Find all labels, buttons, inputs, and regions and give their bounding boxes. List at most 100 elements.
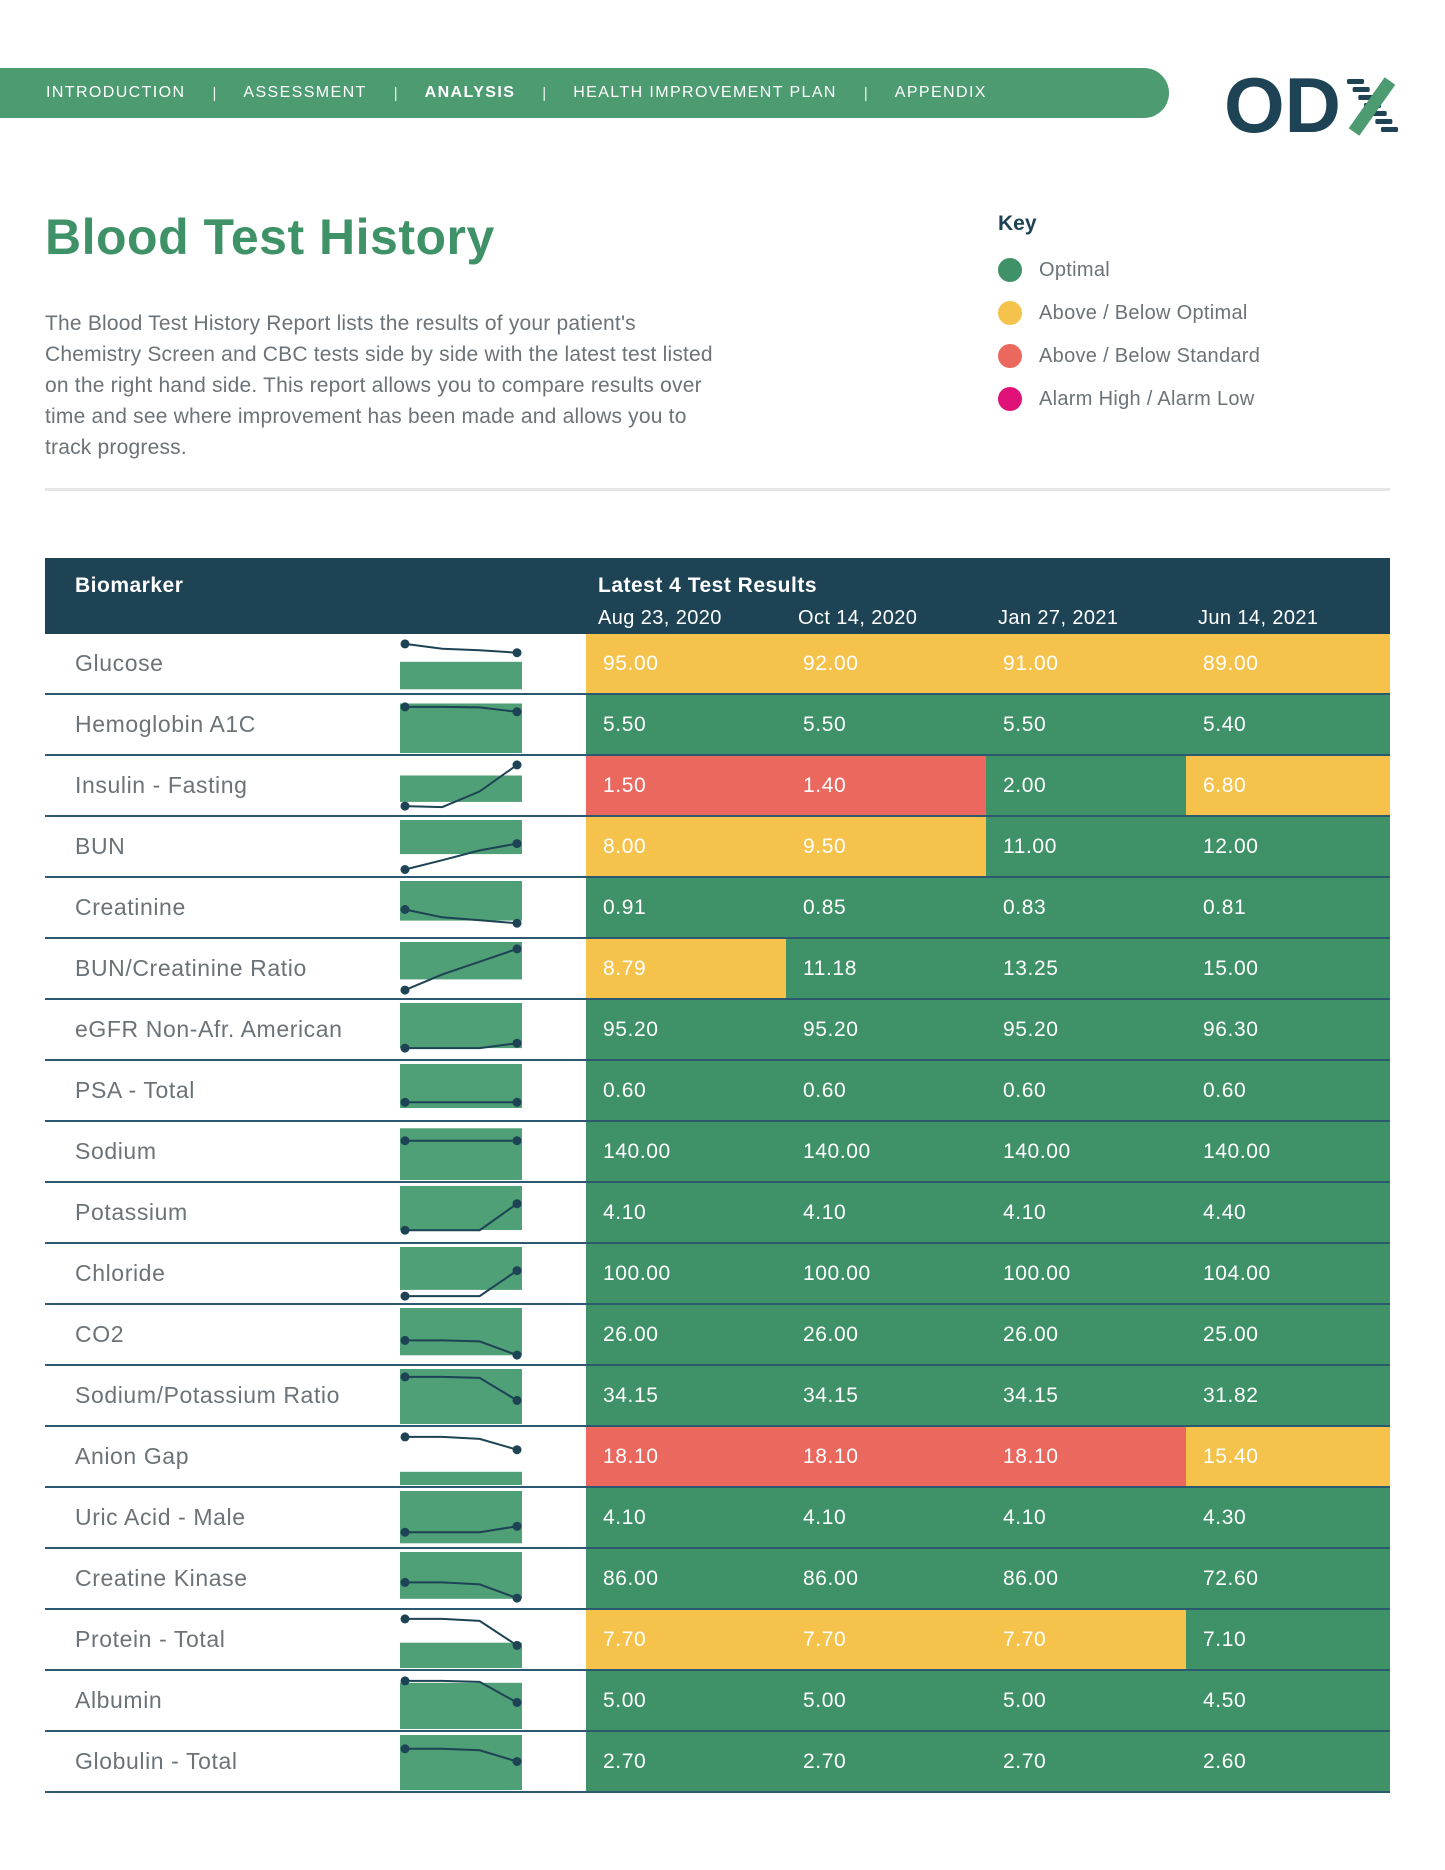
- result-cell: 7.70: [786, 1610, 986, 1669]
- trend-sparkline: [400, 1064, 522, 1108]
- legend: Key Optimal Above / Below Optimal Above / …: [998, 212, 1260, 430]
- result-cell: 5.00: [986, 1671, 1186, 1730]
- biomarker-name: Sodium/Potassium Ratio: [75, 1382, 341, 1408]
- trend-sparkline: [400, 702, 522, 753]
- result-cell: 72.60: [1186, 1549, 1390, 1608]
- top-nav: INTRODUCTION | ASSESSMENT | ANALYSIS | HEALTH …: [0, 68, 1169, 118]
- result-cell: 0.60: [786, 1061, 986, 1120]
- biomarker-name: eGFR Non-Afr. American: [75, 1016, 343, 1042]
- table-row: Creatine Kinase 86.00 86.00 86.00 72.60: [45, 1549, 1390, 1610]
- result-cell: 26.00: [786, 1305, 986, 1364]
- biomarker-name: Creatine Kinase: [75, 1565, 248, 1591]
- column-header-date: Jun 14, 2021: [1198, 607, 1319, 629]
- nav-separator: |: [542, 84, 547, 102]
- result-cell: 2.60: [1186, 1732, 1390, 1791]
- biomarker-name: Globulin - Total: [75, 1748, 238, 1774]
- trend-sparkline: [400, 1676, 522, 1729]
- table-row: Uric Acid - Male 4.10 4.10 4.10 4.30: [45, 1488, 1390, 1549]
- nav-separator: |: [212, 84, 217, 102]
- result-cell: 8.00: [586, 817, 786, 876]
- result-cell: 9.50: [786, 817, 986, 876]
- column-header-date: Aug 23, 2020: [598, 607, 722, 629]
- result-cell: 4.10: [986, 1488, 1186, 1547]
- biomarker-name: Albumin: [75, 1687, 163, 1713]
- result-cell: 7.70: [586, 1610, 786, 1669]
- result-cell: 26.00: [586, 1305, 786, 1364]
- biomarker-name: Hemoglobin A1C: [75, 711, 257, 737]
- result-cell: 91.00: [986, 634, 1186, 693]
- table-body: Glucose 95.00 92.00 91.00 89.00 Hemoglobin …: [45, 634, 1390, 1793]
- result-cell: 15.40: [1186, 1427, 1390, 1486]
- nav-separator: |: [863, 84, 868, 102]
- result-cell: 11.18: [786, 939, 986, 998]
- legend-label: Above / Below Standard: [1039, 344, 1261, 367]
- result-cell: 100.00: [586, 1244, 786, 1303]
- result-cell: 26.00: [986, 1305, 1186, 1364]
- result-cell: 140.00: [586, 1122, 786, 1181]
- trend-sparkline: [400, 820, 522, 874]
- biomarker-name: Creatinine: [75, 894, 186, 920]
- result-cell: 18.10: [586, 1427, 786, 1486]
- result-cell: 4.10: [586, 1488, 786, 1547]
- result-cell: 0.91: [586, 878, 786, 937]
- legend-item-above_below_standard: Above / Below Standard: [998, 344, 1260, 368]
- nav-item-analysis[interactable]: ANALYSIS: [424, 84, 516, 101]
- result-cell: 95.20: [786, 1000, 986, 1059]
- result-cell: 100.00: [986, 1244, 1186, 1303]
- legend-label: Optimal: [1039, 258, 1111, 281]
- result-cell: 2.70: [586, 1732, 786, 1791]
- table-row: Chloride 100.00 100.00 100.00 104.00: [45, 1244, 1390, 1305]
- legend-items: Optimal Above / Below Optimal Above / Belo…: [998, 258, 1260, 411]
- nav-item-health-improvement-plan[interactable]: HEALTH IMPROVEMENT PLAN: [573, 84, 837, 101]
- result-cell: 4.10: [786, 1183, 986, 1242]
- result-cell: 15.00: [1186, 939, 1390, 998]
- result-cell: 104.00: [1186, 1244, 1390, 1303]
- trend-sparkline: [400, 1128, 522, 1180]
- trend-sparkline: [400, 942, 522, 995]
- table-row: Sodium/Potassium Ratio 34.15 34.15 34.15 31…: [45, 1366, 1390, 1427]
- result-cell: 2.00: [986, 756, 1186, 815]
- result-cell: 4.10: [986, 1183, 1186, 1242]
- table-row: Potassium 4.10 4.10 4.10 4.40: [45, 1183, 1390, 1244]
- table-row: Insulin - Fasting 1.50 1.40 2.00 6.80: [45, 756, 1390, 817]
- trend-sparkline: [400, 1247, 522, 1301]
- result-cell: 18.10: [786, 1427, 986, 1486]
- result-cell: 0.85: [786, 878, 986, 937]
- result-cell: 0.60: [586, 1061, 786, 1120]
- legend-label: Alarm High / Alarm Low: [1039, 387, 1255, 410]
- above_below_standard-dot-icon: [998, 344, 1022, 368]
- result-cell: 13.25: [986, 939, 1186, 998]
- page-description: The Blood Test History Report lists the …: [45, 312, 713, 459]
- result-cell: 6.80: [1186, 756, 1390, 815]
- legend-item-alarm: Alarm High / Alarm Low: [998, 387, 1260, 411]
- nav-item-assessment[interactable]: ASSESSMENT: [243, 84, 367, 101]
- biomarker-name: Sodium: [75, 1138, 157, 1164]
- column-header-results: Latest 4 Test Results: [598, 574, 818, 597]
- trend-sparkline: [400, 1369, 522, 1424]
- result-cell: 96.30: [1186, 1000, 1390, 1059]
- legend-label: Above / Below Optimal: [1039, 301, 1248, 324]
- result-cell: 140.00: [786, 1122, 986, 1181]
- trend-sparkline: [400, 1614, 522, 1668]
- biomarker-name: Potassium: [75, 1199, 188, 1225]
- biomarker-name: PSA - Total: [75, 1077, 195, 1103]
- logo-text-od: OD: [1224, 61, 1341, 149]
- nav-item-appendix[interactable]: APPENDIX: [894, 84, 987, 101]
- result-cell: 4.10: [586, 1183, 786, 1242]
- legend-title: Key: [998, 212, 1037, 235]
- legend-item-above_below_optimal: Above / Below Optimal: [998, 301, 1260, 325]
- trend-sparkline: [400, 1735, 522, 1790]
- result-cell: 5.40: [1186, 695, 1390, 754]
- table-row: Anion Gap 18.10 18.10 18.10 15.40: [45, 1427, 1390, 1488]
- result-cell: 34.15: [786, 1366, 986, 1425]
- result-cell: 5.00: [586, 1671, 786, 1730]
- optimal-dot-icon: [998, 258, 1022, 282]
- result-cell: 1.40: [786, 756, 986, 815]
- result-cell: 140.00: [1186, 1122, 1390, 1181]
- biomarker-name: Chloride: [75, 1260, 166, 1286]
- biomarker-name: BUN: [75, 833, 126, 859]
- result-cell: 95.20: [586, 1000, 786, 1059]
- trend-sparkline: [400, 1003, 522, 1053]
- nav-item-introduction[interactable]: INTRODUCTION: [46, 84, 186, 101]
- table-row: Creatinine 0.91 0.85 0.83 0.81: [45, 878, 1390, 939]
